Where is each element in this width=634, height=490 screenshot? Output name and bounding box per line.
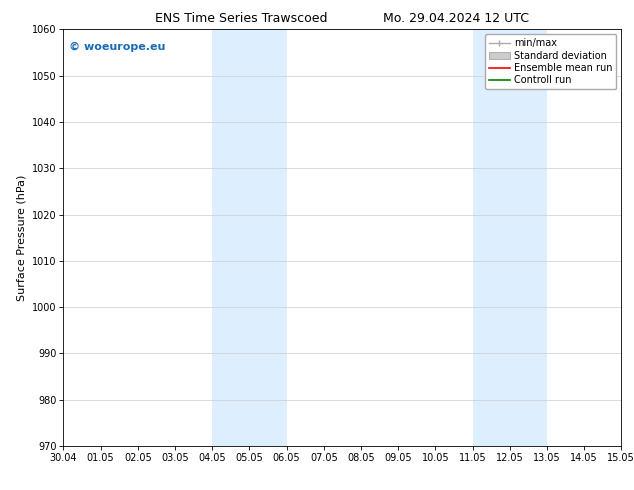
Y-axis label: Surface Pressure (hPa): Surface Pressure (hPa) [16, 174, 26, 301]
Bar [472, 29, 547, 446]
Text: Mo. 29.04.2024 12 UTC: Mo. 29.04.2024 12 UTC [384, 12, 529, 25]
Text: © woeurope.eu: © woeurope.eu [69, 42, 165, 52]
Text: ENS Time Series Trawscoed: ENS Time Series Trawscoed [155, 12, 327, 25]
Bar [212, 29, 287, 446]
Legend: min/max, Standard deviation, Ensemble mean run, Controll run: min/max, Standard deviation, Ensemble me… [485, 34, 616, 89]
